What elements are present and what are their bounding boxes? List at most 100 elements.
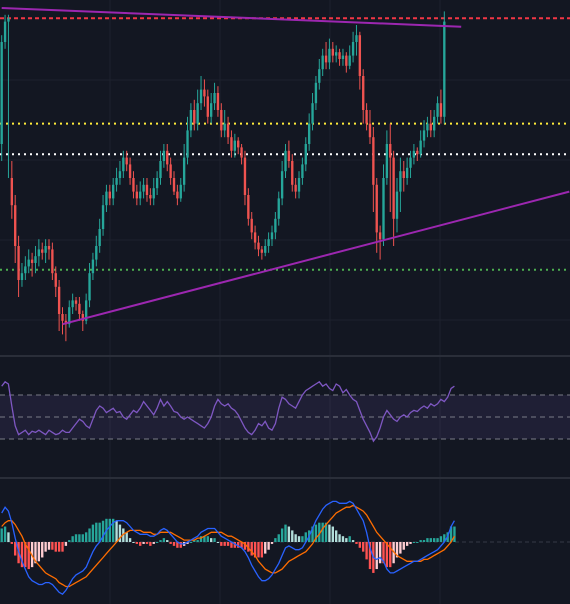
candle-body bbox=[274, 218, 277, 233]
rsi-line bbox=[1, 380, 455, 443]
macd-histogram-bar bbox=[226, 542, 230, 546]
macd-histogram-bar bbox=[314, 524, 318, 542]
candle-body bbox=[328, 48, 331, 63]
candle-body bbox=[216, 93, 220, 110]
macd-histogram-bar bbox=[176, 542, 179, 548]
macd-histogram-bar bbox=[345, 538, 348, 542]
candle-body bbox=[385, 144, 389, 178]
candle-body bbox=[362, 76, 365, 110]
macd-histogram-bar bbox=[270, 542, 274, 544]
macd-histogram-bar bbox=[253, 542, 257, 558]
candle-body bbox=[429, 123, 432, 131]
candle-body bbox=[240, 147, 243, 158]
candle-body bbox=[314, 82, 318, 104]
candle-body bbox=[368, 123, 372, 138]
candle-body bbox=[311, 103, 314, 124]
macd-histogram-bar bbox=[139, 542, 142, 546]
candle-body bbox=[213, 93, 216, 104]
candle-body bbox=[382, 178, 385, 240]
macd-histogram-bar bbox=[51, 542, 54, 550]
candle-body bbox=[78, 303, 81, 314]
macd-histogram-bar bbox=[20, 542, 24, 568]
macd-histogram-bar bbox=[240, 542, 243, 548]
macd-histogram-bar bbox=[378, 542, 382, 564]
macd-histogram-bar bbox=[341, 536, 345, 542]
macd-histogram-bar bbox=[277, 534, 280, 542]
macd-histogram-bar bbox=[321, 522, 324, 542]
candle-body bbox=[324, 55, 328, 63]
candle-body bbox=[338, 52, 341, 59]
candle-body bbox=[351, 42, 355, 56]
price-pane[interactable] bbox=[0, 7, 570, 342]
macd-histogram-bar bbox=[395, 542, 399, 558]
candle-body bbox=[54, 273, 57, 287]
trendlines[interactable] bbox=[1, 7, 570, 326]
candle-body bbox=[91, 259, 95, 274]
macd-histogram-bar bbox=[328, 524, 331, 542]
candle-body bbox=[409, 157, 412, 168]
macd-histogram-bar bbox=[84, 532, 88, 542]
candle-body bbox=[392, 157, 395, 219]
candle-body bbox=[115, 178, 118, 185]
macd-histogram-bar bbox=[81, 534, 84, 542]
macd-histogram-bar bbox=[189, 542, 193, 543]
candle-body bbox=[84, 300, 88, 321]
macd-histogram-bar bbox=[179, 542, 182, 548]
candle-body bbox=[284, 150, 287, 172]
candle-body bbox=[128, 164, 132, 178]
candle-body bbox=[270, 232, 274, 240]
candle-body bbox=[220, 110, 223, 131]
candle-body bbox=[101, 205, 105, 229]
macd-histogram-bar bbox=[47, 542, 51, 550]
candle-body bbox=[189, 110, 193, 131]
macd-histogram-bar bbox=[68, 540, 71, 542]
macd-pane[interactable] bbox=[0, 500, 570, 596]
candle-body bbox=[112, 184, 115, 199]
candle-body bbox=[301, 164, 304, 178]
candle-body bbox=[331, 48, 334, 56]
candle-body bbox=[44, 246, 47, 253]
macd-histogram-bar bbox=[128, 538, 132, 542]
candle-body bbox=[71, 300, 74, 308]
candle-body bbox=[436, 103, 439, 117]
candle-body bbox=[142, 184, 145, 192]
macd-histogram-bar bbox=[368, 542, 372, 570]
candle-body bbox=[199, 89, 203, 104]
macd-histogram-bar bbox=[118, 524, 122, 542]
macd-histogram-bar bbox=[3, 526, 7, 542]
candle-body bbox=[95, 246, 98, 260]
candle-body bbox=[47, 246, 51, 250]
macd-histogram-bar bbox=[41, 542, 44, 558]
candle-body bbox=[88, 273, 91, 301]
candle-body bbox=[412, 150, 416, 158]
macd-histogram-bar bbox=[112, 518, 115, 542]
candle-body bbox=[24, 266, 27, 274]
trendline bbox=[1, 7, 462, 28]
macd-histogram-bar bbox=[237, 542, 240, 548]
macd-histogram-bar bbox=[193, 540, 196, 542]
candle-body bbox=[196, 103, 199, 124]
macd-line bbox=[1, 500, 455, 596]
candle-body bbox=[253, 232, 257, 243]
candle-body bbox=[237, 140, 240, 148]
macd-histogram-bar bbox=[351, 540, 355, 542]
macd-histogram-bar bbox=[172, 542, 176, 546]
macd-histogram-bar bbox=[338, 534, 341, 542]
macd-histogram-bar bbox=[71, 536, 74, 542]
macd-histogram-bar bbox=[78, 534, 81, 542]
candle-body bbox=[159, 161, 162, 178]
candlestick-series bbox=[0, 11, 446, 342]
candle-body bbox=[233, 140, 237, 151]
candle-body bbox=[243, 157, 247, 195]
macd-histogram-bar bbox=[247, 542, 250, 552]
macd-histogram-bar bbox=[389, 542, 392, 568]
macd-histogram-bar bbox=[91, 524, 95, 542]
rsi-pane[interactable] bbox=[0, 380, 570, 443]
macd-histogram-bar bbox=[233, 542, 237, 548]
macd-histogram-bar bbox=[220, 542, 223, 546]
macd-histogram-bar bbox=[64, 542, 68, 546]
candle-body bbox=[345, 55, 348, 66]
macd-histogram-bar bbox=[432, 538, 436, 542]
